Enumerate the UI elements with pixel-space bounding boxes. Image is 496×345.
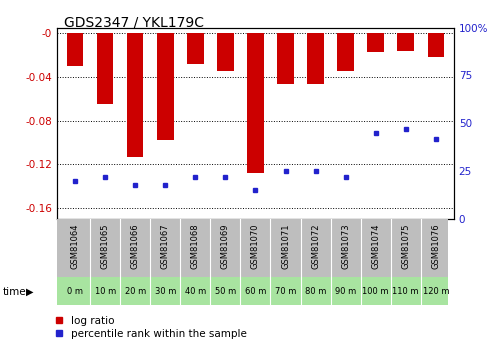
Bar <box>337 33 354 71</box>
Bar <box>397 33 414 51</box>
Text: GDS2347 / YKL179C: GDS2347 / YKL179C <box>64 16 204 30</box>
Bar <box>217 33 234 71</box>
Bar <box>428 33 444 57</box>
Text: 110 m: 110 m <box>392 287 419 296</box>
Text: 60 m: 60 m <box>245 287 266 296</box>
Text: 70 m: 70 m <box>275 287 296 296</box>
Text: 80 m: 80 m <box>305 287 326 296</box>
Text: GSM81072: GSM81072 <box>311 223 320 269</box>
Text: 20 m: 20 m <box>124 287 146 296</box>
Text: GSM81070: GSM81070 <box>251 223 260 269</box>
Bar <box>67 33 83 66</box>
Text: 90 m: 90 m <box>335 287 356 296</box>
Text: GSM81067: GSM81067 <box>161 223 170 269</box>
Text: 50 m: 50 m <box>215 287 236 296</box>
Bar <box>157 33 174 140</box>
Bar <box>187 33 203 64</box>
Text: GSM81075: GSM81075 <box>401 223 410 269</box>
Text: GSM81071: GSM81071 <box>281 223 290 269</box>
Bar <box>368 33 384 52</box>
Legend: log ratio, percentile rank within the sample: log ratio, percentile rank within the sa… <box>55 316 248 339</box>
Text: 40 m: 40 m <box>185 287 206 296</box>
Bar <box>127 33 143 157</box>
Text: 100 m: 100 m <box>363 287 389 296</box>
Text: GSM81074: GSM81074 <box>371 223 380 269</box>
Text: 120 m: 120 m <box>423 287 449 296</box>
Text: GSM81073: GSM81073 <box>341 223 350 269</box>
Text: 30 m: 30 m <box>155 287 176 296</box>
Bar <box>277 33 294 85</box>
Text: GSM81069: GSM81069 <box>221 223 230 269</box>
Text: GSM81065: GSM81065 <box>101 223 110 269</box>
Bar <box>97 33 114 104</box>
Text: GSM81066: GSM81066 <box>131 223 140 269</box>
Text: GSM81076: GSM81076 <box>432 223 440 269</box>
Text: GSM81064: GSM81064 <box>70 223 79 269</box>
Text: 0 m: 0 m <box>67 287 83 296</box>
Bar <box>247 33 264 173</box>
Text: ▶: ▶ <box>26 287 34 296</box>
Text: time: time <box>2 287 26 296</box>
Text: GSM81068: GSM81068 <box>191 223 200 269</box>
Bar <box>308 33 324 85</box>
Text: 10 m: 10 m <box>95 287 116 296</box>
